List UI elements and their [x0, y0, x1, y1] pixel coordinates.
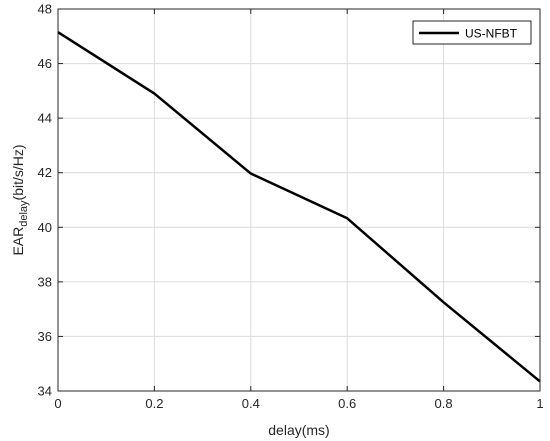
y-axis-label: EARdelay(bit/s/Hz) — [10, 144, 30, 255]
x-tick-label: 0 — [54, 396, 61, 411]
x-tick-label: 1 — [536, 396, 543, 411]
x-tick-label: 0.8 — [435, 396, 453, 411]
x-tick-label: 0.2 — [145, 396, 163, 411]
y-tick-label: 36 — [38, 329, 52, 344]
plot-frame — [57, 8, 541, 392]
grid-lines — [58, 9, 540, 391]
legend: US-NFBT — [412, 20, 532, 45]
y-tick-label: 46 — [38, 56, 52, 71]
x-tick-label: 0.6 — [338, 396, 356, 411]
y-axis-label-subscript: delay — [18, 200, 30, 227]
y-tick-label: 40 — [38, 220, 52, 235]
y-axis-label-main: EAR — [10, 227, 26, 256]
x-axis-label: delay(ms) — [268, 422, 329, 438]
ticks: 0 0.2 0.4 0.6 0.8 1 34 36 38 40 42 44 46 48 — [38, 2, 544, 412]
y-tick-label: 48 — [38, 2, 52, 17]
legend-label: US-NFBT — [465, 27, 518, 41]
y-tick-label: 34 — [38, 384, 52, 399]
y-tick-label: 44 — [38, 111, 52, 126]
series-line-us-nfbt — [57, 31, 541, 383]
y-axis-label-unit: (bit/s/Hz) — [10, 144, 26, 200]
y-tick-label: 42 — [38, 165, 52, 180]
plot-background — [58, 9, 540, 391]
legend-box — [412, 20, 532, 45]
y-tick-label: 38 — [38, 274, 52, 289]
x-tick-label: 0.4 — [242, 396, 260, 411]
